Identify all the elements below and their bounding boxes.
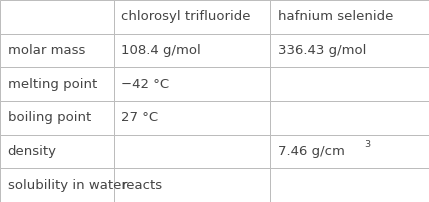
Bar bbox=[114, 67, 270, 101]
Bar bbox=[114, 101, 270, 135]
Text: density: density bbox=[8, 145, 57, 158]
Bar bbox=[270, 0, 429, 34]
Text: 336.43 g/mol: 336.43 g/mol bbox=[278, 44, 366, 57]
Bar bbox=[270, 67, 429, 101]
Text: boiling point: boiling point bbox=[8, 111, 91, 124]
Bar bbox=[114, 0, 270, 34]
Bar bbox=[0, 168, 114, 202]
Bar bbox=[0, 101, 114, 135]
Bar bbox=[270, 34, 429, 67]
Text: hafnium selenide: hafnium selenide bbox=[278, 10, 393, 23]
Bar bbox=[0, 34, 114, 67]
Text: 108.4 g/mol: 108.4 g/mol bbox=[121, 44, 201, 57]
Text: 27 °C: 27 °C bbox=[121, 111, 159, 124]
Text: molar mass: molar mass bbox=[8, 44, 85, 57]
Text: melting point: melting point bbox=[8, 78, 97, 91]
Text: 7.46 g/cm: 7.46 g/cm bbox=[278, 145, 345, 158]
Bar bbox=[114, 168, 270, 202]
Text: chlorosyl trifluoride: chlorosyl trifluoride bbox=[121, 10, 251, 23]
Bar bbox=[0, 135, 114, 168]
Bar bbox=[270, 168, 429, 202]
Bar bbox=[270, 135, 429, 168]
Text: −42 °C: −42 °C bbox=[121, 78, 169, 91]
Text: 3: 3 bbox=[364, 140, 370, 149]
Bar bbox=[114, 34, 270, 67]
Bar bbox=[114, 135, 270, 168]
Bar bbox=[0, 0, 114, 34]
Bar bbox=[270, 101, 429, 135]
Bar bbox=[0, 67, 114, 101]
Text: reacts: reacts bbox=[121, 179, 163, 192]
Text: solubility in water: solubility in water bbox=[8, 179, 127, 192]
